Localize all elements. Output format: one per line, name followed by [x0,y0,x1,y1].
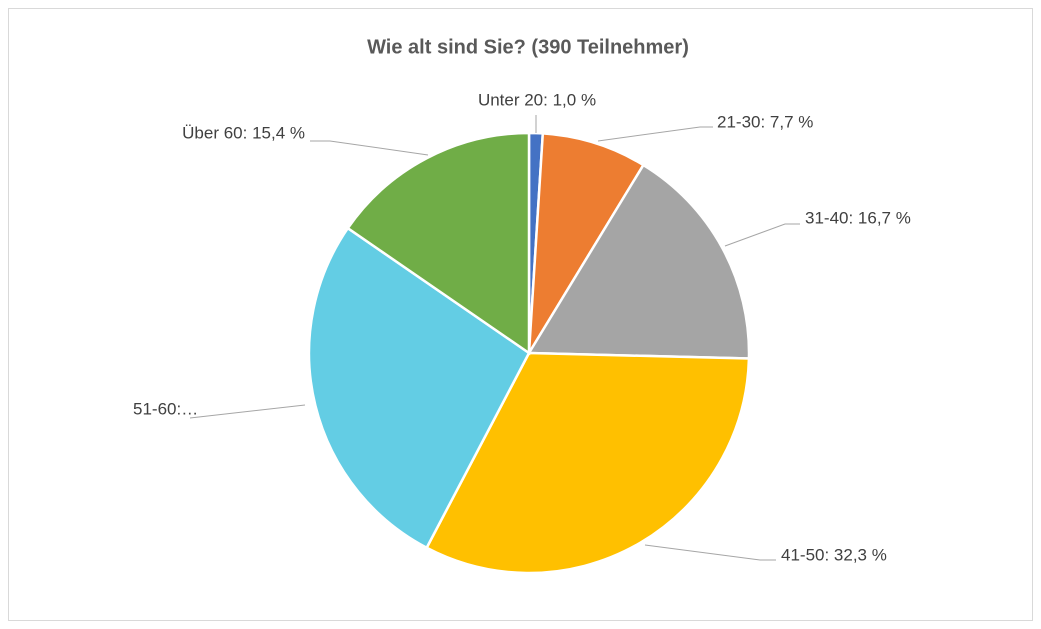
leader-line [644,544,776,561]
pie-slice [527,132,646,354]
data-label: 21-30: 7,7 % [717,112,813,131]
data-label: 41-50: 32,3 % [781,545,887,564]
chart-title: Wie alt sind Sie? (390 Teilnehmer) [367,36,689,58]
pie-slice [307,226,531,550]
leader-line [597,126,713,142]
data-label: Unter 20: 1,0 % [478,90,596,109]
pie-slice [526,163,751,360]
leader-line [310,140,429,156]
pie-slice [346,131,531,356]
pie-slice [424,351,751,575]
data-label: Über 60: 15,4 % [182,123,305,142]
leader-line [189,404,306,419]
data-label: 31-40: 16,7 % [805,208,911,227]
data-label: 51-60:… [133,399,198,418]
leader-line [724,223,800,247]
